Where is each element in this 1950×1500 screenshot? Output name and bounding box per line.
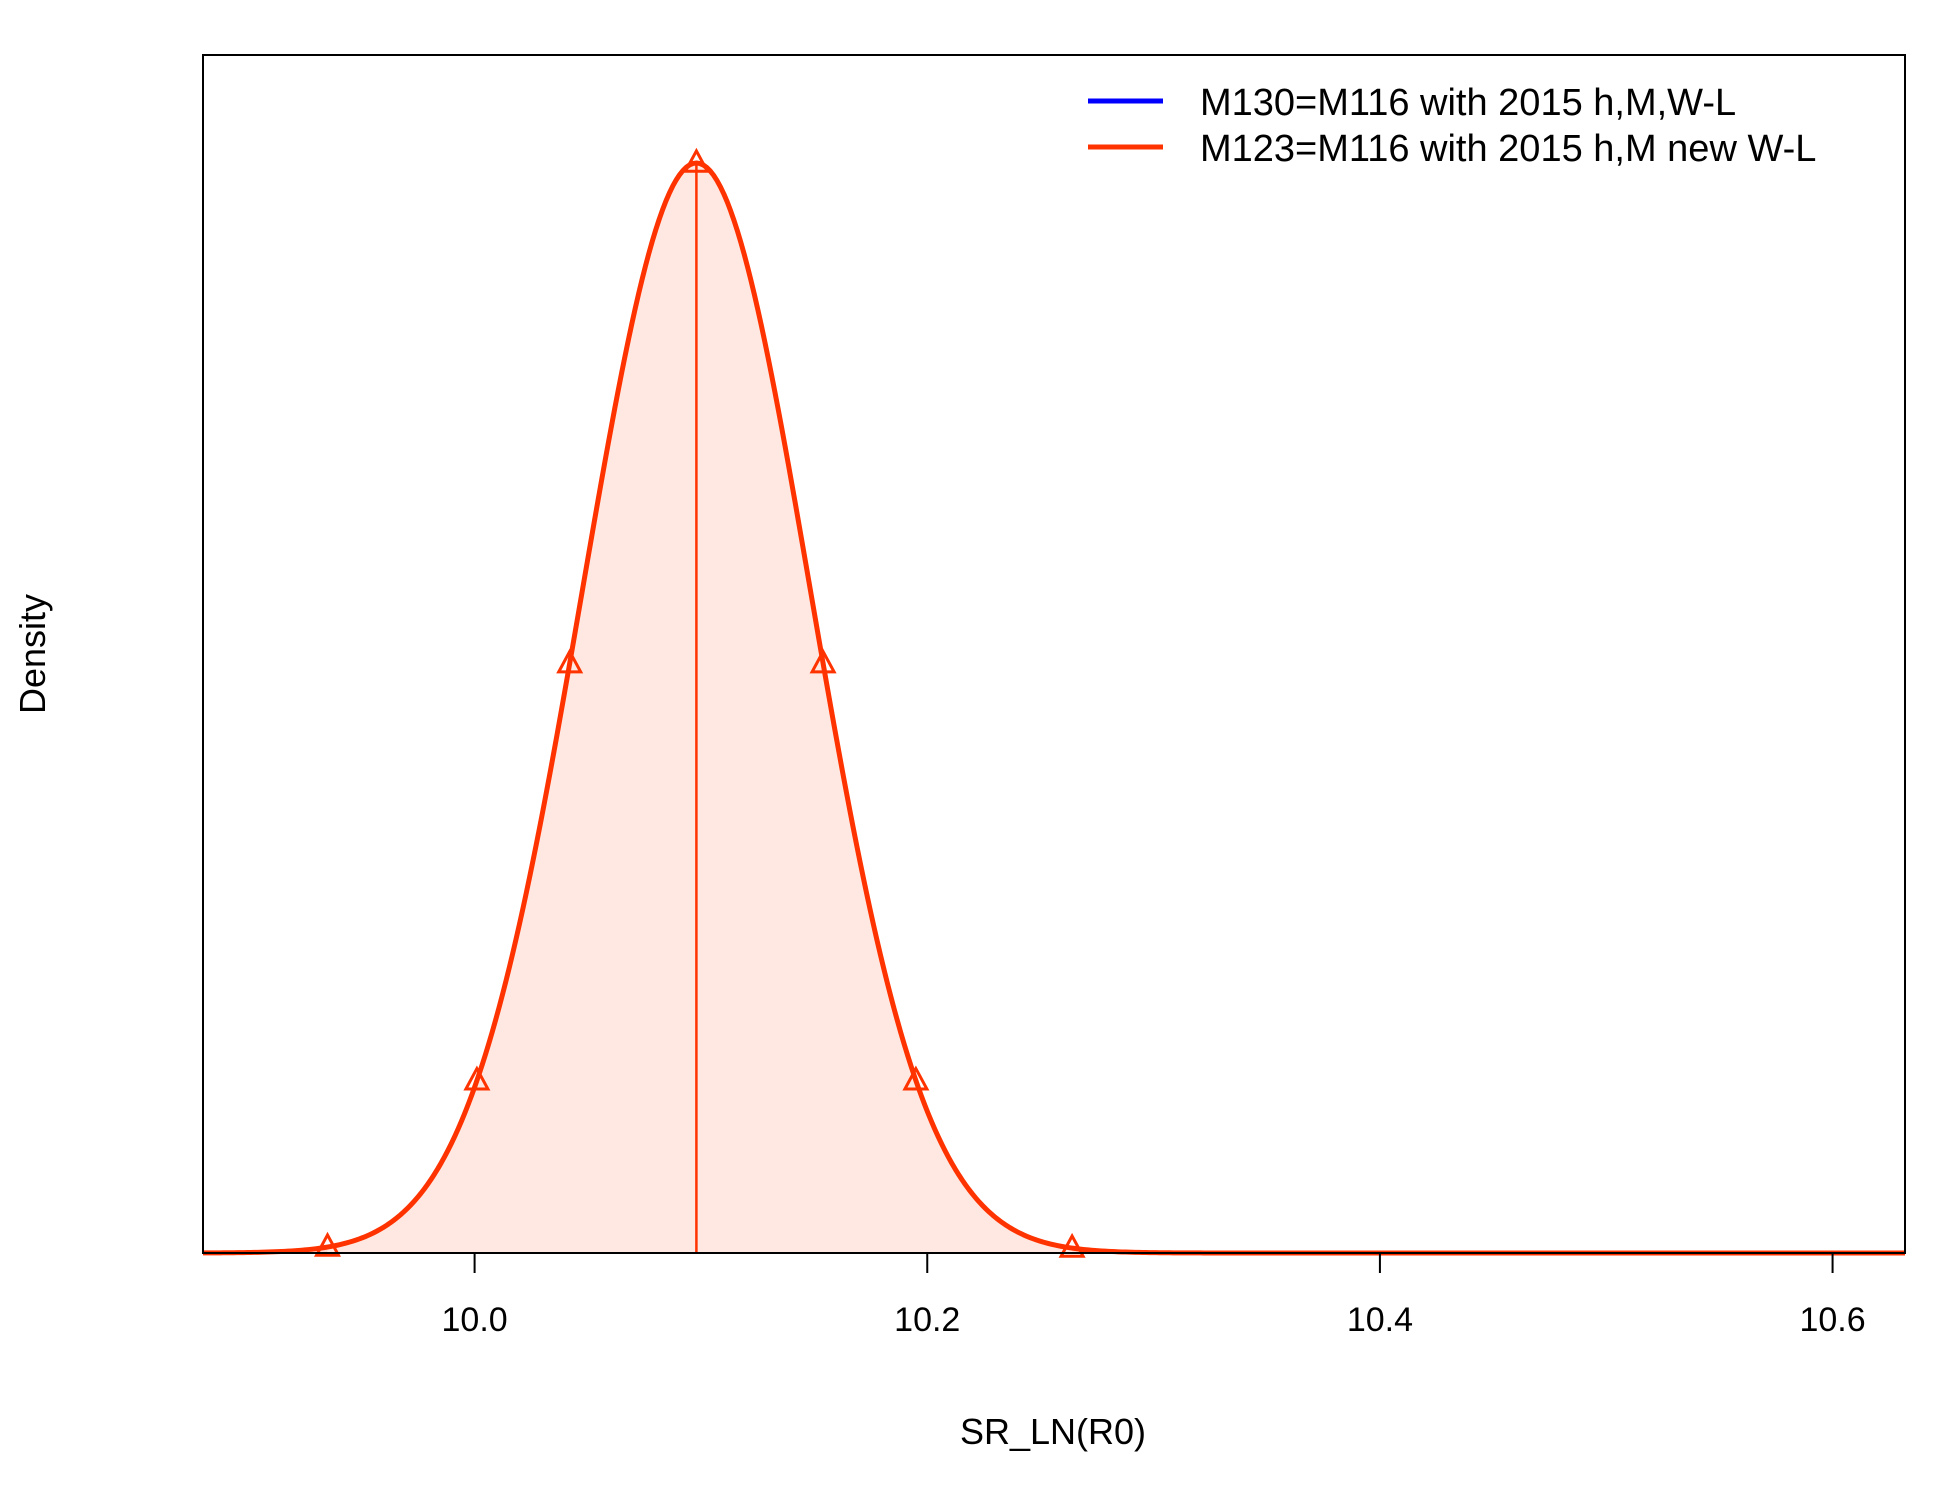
quantile-marker-3: [556, 648, 584, 674]
x-axis: 10.0 10.2 10.4 10.6: [442, 1253, 1866, 1339]
x-tick-label-4: 10.6: [1799, 1301, 1865, 1339]
legend-label-series-1: M130=M116 with 2015 h,M,W-L: [1200, 82, 1736, 124]
quantile-marker-5: [809, 648, 837, 674]
density-curve-series-2: [202, 160, 1905, 1256]
quantile-marker-6: [902, 1065, 930, 1091]
x-tick-label-3: 10.4: [1347, 1301, 1413, 1339]
x-axis-title: SR_LN(R0): [960, 1411, 1146, 1452]
legend-label-series-2: M123=M116 with 2015 h,M new W-L: [1200, 128, 1816, 170]
quantile-marker-4: [682, 147, 710, 173]
quantile-marker-2: [463, 1065, 491, 1091]
plot-fills: [203, 163, 1905, 1254]
x-tick-label-1: 10.0: [442, 1301, 508, 1339]
density-fill-central: [327, 163, 1073, 1254]
y-axis-title: Density: [12, 594, 53, 714]
plot-lines: [202, 160, 1905, 1256]
x-tick-label-2: 10.2: [894, 1301, 960, 1339]
plot-frame: [202, 54, 1906, 1254]
plot-markers: [313, 147, 1086, 1258]
legend: M130=M116 with 2015 h,M,W-L M123=M116 wi…: [1088, 82, 1816, 170]
quantile-marker-7: [1058, 1232, 1086, 1258]
quantile-marker-1: [313, 1231, 342, 1257]
